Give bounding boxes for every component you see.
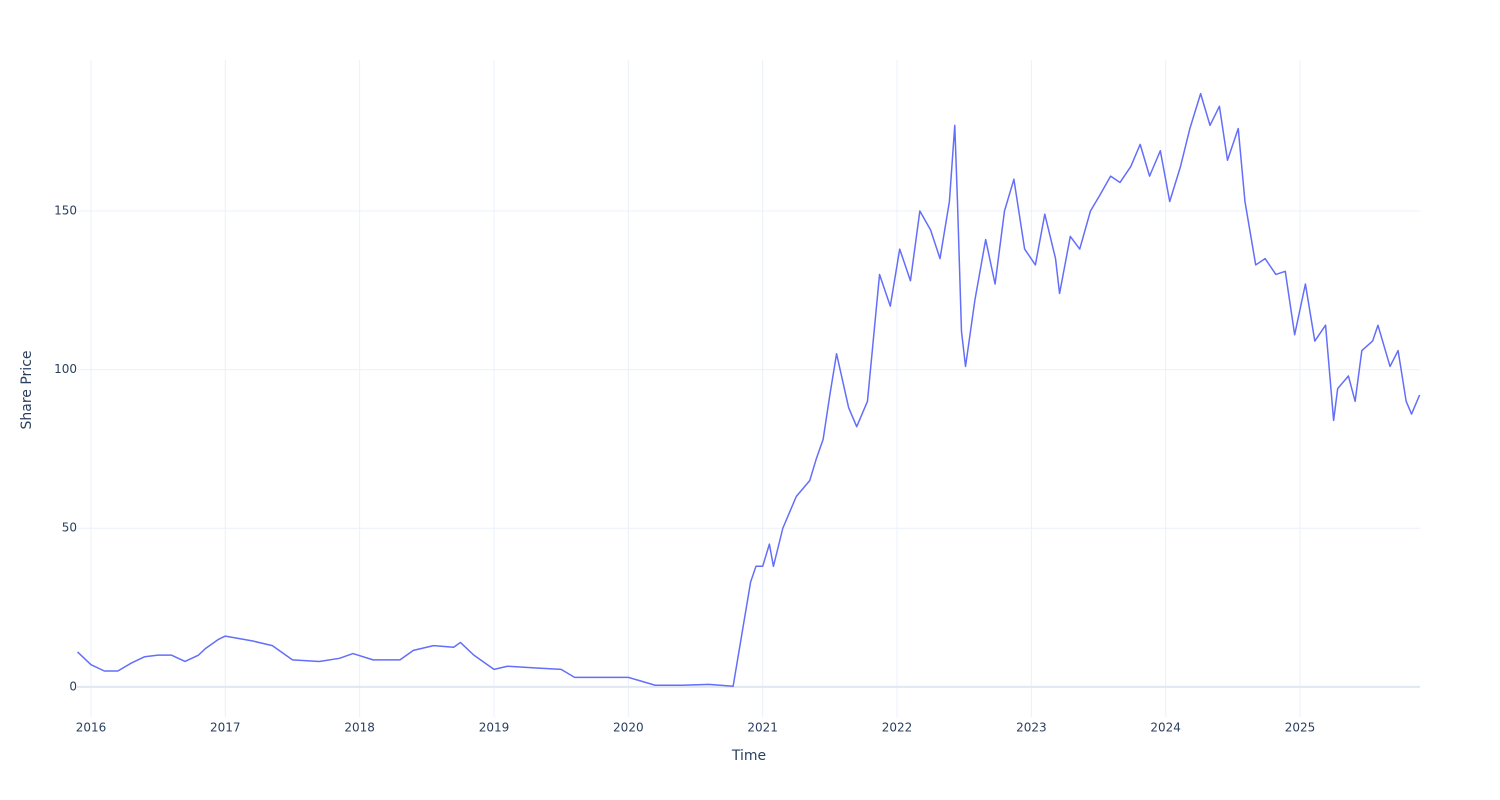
x-tick-label: 2020	[613, 721, 644, 735]
x-tick-label: 2017	[210, 721, 241, 735]
x-tick-label: 2018	[344, 721, 375, 735]
x-tick-label: 2021	[747, 721, 778, 735]
y-tick-label: 50	[62, 521, 77, 535]
x-tick-label: 2016	[76, 721, 107, 735]
price-line	[77, 92, 1421, 687]
y-tick-label: 150	[54, 204, 77, 218]
x-tick-label: 2022	[882, 721, 913, 735]
x-tick-label: 2019	[479, 721, 510, 735]
x-tick-label: 2023	[1016, 721, 1047, 735]
y-axis-title: Share Price	[19, 350, 35, 429]
x-tick-label: 2024	[1150, 721, 1181, 735]
x-tick-label: 2025	[1285, 721, 1316, 735]
x-axis-title: Time	[731, 748, 766, 764]
y-tick-label: 0	[69, 679, 77, 693]
y-tick-label: 100	[54, 362, 77, 376]
